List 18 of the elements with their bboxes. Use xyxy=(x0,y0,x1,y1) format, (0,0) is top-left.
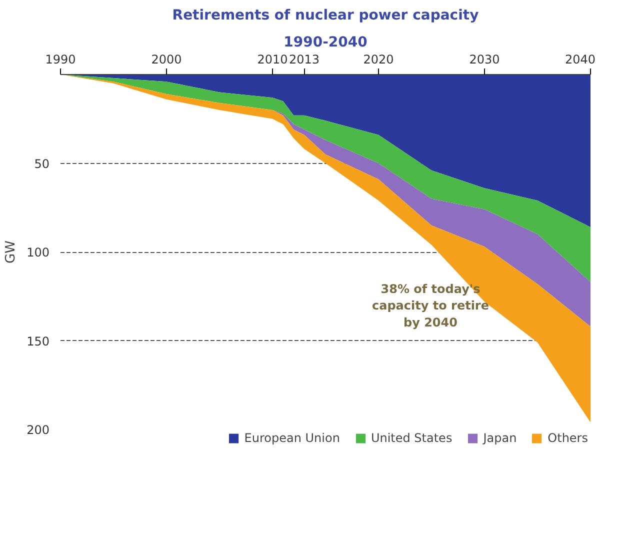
x-tick-label: 1990 xyxy=(45,52,76,66)
x-tick-label: 2030 xyxy=(469,52,500,66)
x-tick-label: 2020 xyxy=(363,52,394,66)
y-tick-label: 150 xyxy=(26,334,50,348)
chart-subtitle: 1990-2040 xyxy=(284,34,368,50)
x-tick-label: 2040 xyxy=(564,52,596,66)
y-tick-label: 50 xyxy=(34,156,50,171)
legend-label: European Union xyxy=(244,431,340,445)
legend-label: United States xyxy=(370,431,452,445)
y-axis-title: GW xyxy=(4,240,19,264)
y-tick-label: 100 xyxy=(26,246,50,260)
x-tick-label: 2010 xyxy=(257,52,288,66)
legend-label: Japan xyxy=(483,431,517,445)
x-tick-label: 2000 xyxy=(151,52,182,66)
y-tick-label: 200 xyxy=(26,423,50,437)
x-tick-label: 2013 xyxy=(289,52,320,66)
chart-title: Retirements of nuclear power capacity xyxy=(172,8,479,24)
legend-label: Others xyxy=(548,431,588,445)
